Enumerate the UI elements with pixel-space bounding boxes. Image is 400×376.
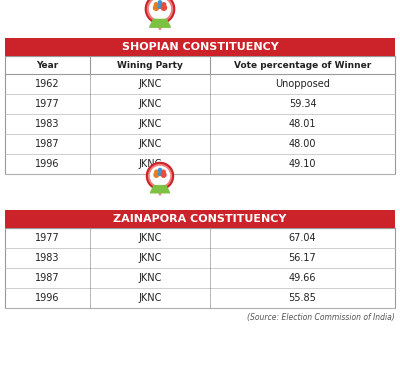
Text: JKNC: JKNC [138,139,162,149]
Text: Wining Party: Wining Party [117,61,183,70]
Text: 67.04: 67.04 [289,233,316,243]
Bar [5,210,395,228]
Circle shape [162,3,166,6]
Polygon shape [152,176,168,195]
Text: 56.17: 56.17 [289,253,316,263]
Circle shape [150,167,170,186]
Text: 48.00: 48.00 [289,139,316,149]
Text: 1977: 1977 [35,99,60,109]
Text: 49.66: 49.66 [289,273,316,283]
Text: 1962: 1962 [35,79,60,89]
Circle shape [150,0,170,20]
Bar [5,56,395,74]
Circle shape [157,3,162,8]
Text: JKNC: JKNC [138,253,162,263]
Text: JKNC: JKNC [138,79,162,89]
Text: 1977: 1977 [35,233,60,243]
Circle shape [158,1,162,4]
Circle shape [161,173,166,177]
Text: 59.34: 59.34 [289,99,316,109]
Text: JKNC: JKNC [138,99,162,109]
Polygon shape [151,9,169,30]
Circle shape [158,171,162,175]
Text: 1987: 1987 [35,139,60,149]
Circle shape [154,173,159,177]
Text: JKNC: JKNC [138,293,162,303]
Circle shape [161,5,166,10]
Text: 1987: 1987 [35,273,60,283]
Circle shape [147,163,173,189]
Text: (Source: Election Commission of India): (Source: Election Commission of India) [247,313,395,322]
Circle shape [158,168,162,171]
Bar [5,56,395,174]
Text: 48.01: 48.01 [289,119,316,129]
Text: SHOPIAN CONSTITUENCY: SHOPIAN CONSTITUENCY [122,42,278,52]
Text: Year: Year [36,61,59,70]
Text: 49.10: 49.10 [289,159,316,169]
Bar [5,38,395,56]
Text: 55.85: 55.85 [288,293,316,303]
Bar [5,228,395,308]
Polygon shape [150,20,170,27]
Text: 1996: 1996 [35,159,60,169]
Text: ZAINAPORA CONSTITUENCY: ZAINAPORA CONSTITUENCY [113,214,287,224]
Text: Unopposed: Unopposed [275,79,330,89]
Text: JKNC: JKNC [138,233,162,243]
Text: JKNC: JKNC [138,159,162,169]
Text: Vote percentage of Winner: Vote percentage of Winner [234,61,371,70]
Text: 1983: 1983 [35,119,60,129]
Text: 1983: 1983 [35,253,60,263]
Text: JKNC: JKNC [138,119,162,129]
Circle shape [154,5,159,10]
Circle shape [146,0,174,23]
Text: 1996: 1996 [35,293,60,303]
Polygon shape [150,186,170,193]
Circle shape [162,170,165,173]
Circle shape [155,170,158,173]
Circle shape [154,3,158,6]
Text: JKNC: JKNC [138,273,162,283]
